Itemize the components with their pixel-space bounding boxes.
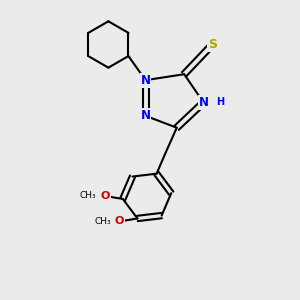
Text: H: H — [216, 98, 224, 107]
Text: CH₃: CH₃ — [94, 217, 111, 226]
Text: CH₃: CH₃ — [80, 191, 96, 200]
Text: N: N — [199, 96, 208, 109]
Text: O: O — [100, 191, 110, 201]
Text: N: N — [140, 109, 151, 122]
Text: O: O — [115, 216, 124, 226]
Text: N: N — [140, 74, 151, 87]
Text: S: S — [208, 38, 217, 51]
